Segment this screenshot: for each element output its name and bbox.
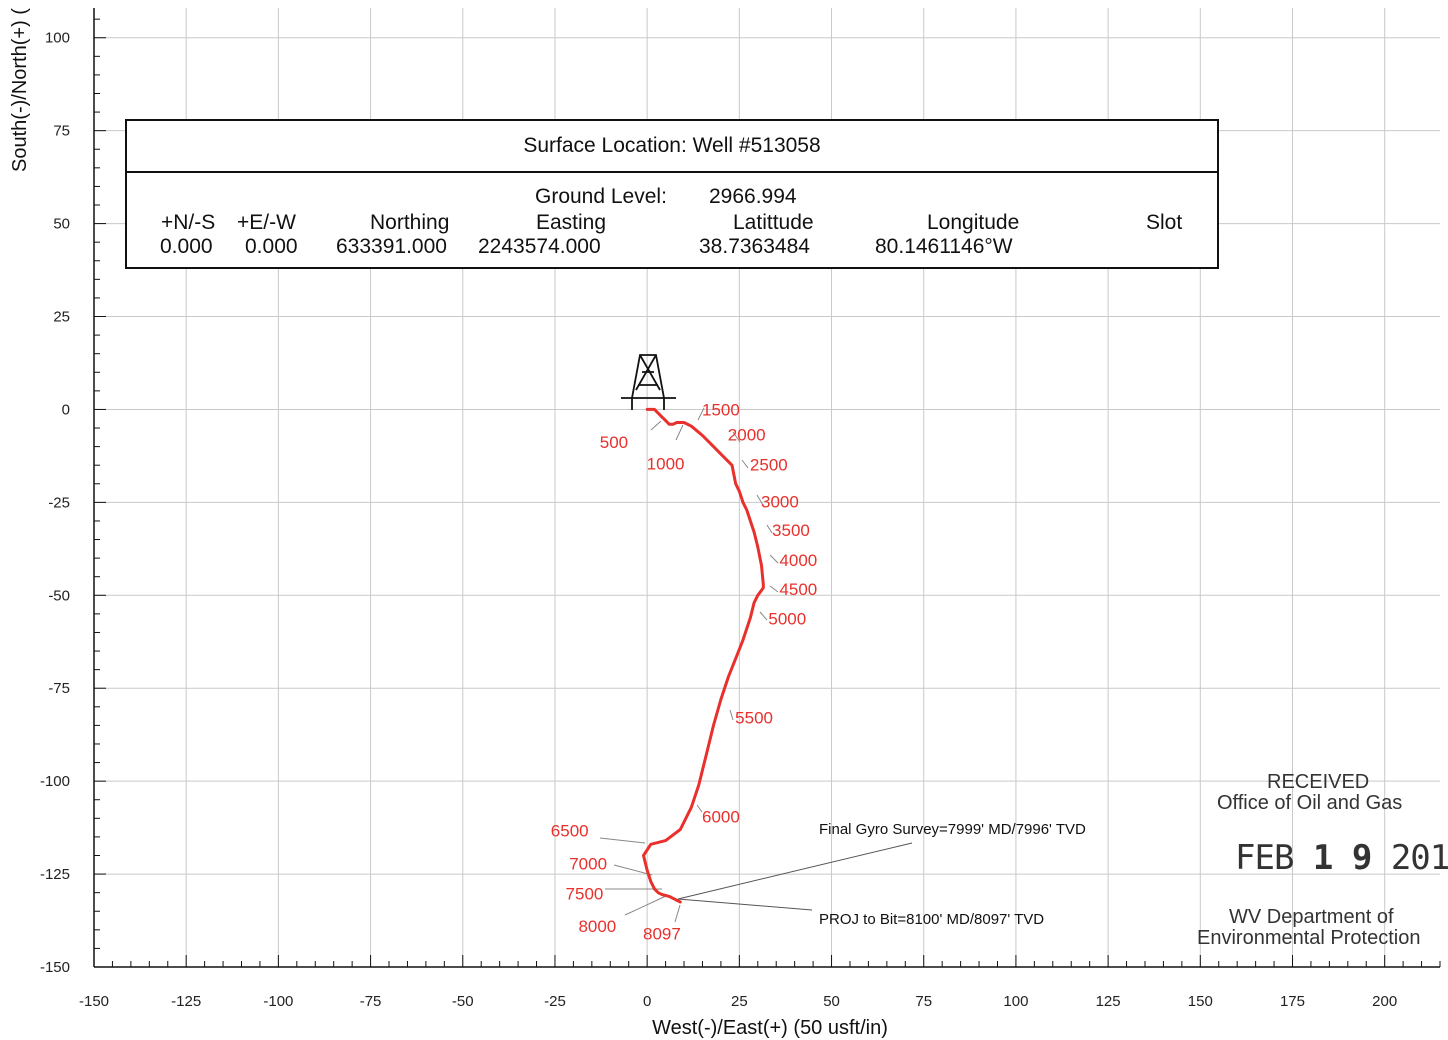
series-lines: [642, 407, 765, 904]
y-tick-label-7: -75: [48, 680, 70, 697]
stamp-date-year: 2019: [1390, 838, 1448, 878]
stamp-office: Office of Oil and Gas: [1217, 792, 1403, 814]
x-tick-label-9: 75: [915, 993, 932, 1010]
value-northing: 633391.000: [336, 235, 447, 258]
label-leader-lines: [599, 407, 779, 923]
surface-location-title: Surface Location: Well #513058: [127, 121, 1217, 173]
md-label-1500: 1500: [702, 400, 740, 419]
y-tick-label-6: -50: [48, 587, 70, 604]
header-longitude: Longitude: [927, 211, 1020, 234]
leader-line: [650, 420, 662, 431]
md-label-7000: 7000: [569, 855, 607, 874]
value-longitude: 80.1461146°W: [875, 235, 1013, 258]
header-ew: +E/-W: [237, 211, 296, 234]
leader-line: [696, 804, 703, 813]
header-northing: Northing: [370, 211, 450, 234]
value-ns: 0.000: [160, 235, 213, 258]
x-tick-label-1: -125: [171, 993, 201, 1010]
leader-line: [613, 864, 653, 876]
md-label-2000: 2000: [728, 426, 766, 445]
x-tick-label-0: -150: [79, 993, 109, 1010]
x-tick-label-7: 25: [731, 993, 748, 1010]
md-label-8000: 8000: [578, 917, 616, 936]
drilling-rig-icon: [621, 354, 676, 410]
md-label-1000: 1000: [647, 454, 685, 473]
leader-line: [741, 459, 749, 469]
y-tick-label-1: 75: [53, 123, 70, 140]
value-latitude: 38.7363484: [699, 235, 810, 258]
x-tick-label-2: -100: [263, 993, 293, 1010]
x-tick-label-4: -50: [452, 993, 474, 1010]
leader-line: [756, 494, 764, 506]
stamp-protection: Environmental Protection: [1197, 927, 1421, 949]
stamp-date: FEB 1 9 2019: [1235, 838, 1448, 878]
y-tick-label-5: -25: [48, 494, 70, 511]
md-label-3500: 3500: [772, 521, 810, 540]
md-label-6500: 6500: [551, 822, 589, 841]
leader-line: [674, 904, 681, 923]
y-tick-label-4: 0: [62, 401, 70, 418]
leader-line: [599, 837, 646, 844]
header-easting: Easting: [536, 211, 607, 234]
series-line-0: [642, 407, 765, 904]
leader-line: [624, 895, 667, 916]
y-axis-label: South(-)/North(+) (: [9, 8, 31, 172]
annotation-proj-to-bit: PROJ to Bit=8100' MD/8097' TVD: [819, 911, 1044, 928]
y-tick-label-2: 50: [53, 216, 70, 233]
leader-line: [769, 585, 779, 593]
x-tick-label-6: 0: [643, 993, 651, 1010]
y-tick-label-8: -100: [40, 773, 70, 790]
md-label-3000: 3000: [761, 492, 799, 511]
x-tick-label-3: -75: [360, 993, 382, 1010]
leader-line: [759, 611, 768, 621]
y-tick-label-3: 25: [53, 309, 70, 326]
axes: [93, 8, 1441, 968]
stamp-department: WV Department of: [1229, 906, 1394, 928]
x-tick-label-13: 175: [1280, 993, 1305, 1010]
x-axis-label: West(-)/East(+) (50 usft/in): [652, 1017, 888, 1039]
leader-line: [729, 709, 734, 721]
md-label-2500: 2500: [750, 455, 788, 474]
x-tick-label-10: 100: [1003, 993, 1028, 1010]
value-ew: 0.000: [245, 235, 298, 258]
stamp-received: RECEIVED: [1267, 771, 1370, 793]
annotation-final-gyro: Final Gyro Survey=7999' MD/7996' TVD: [819, 821, 1086, 838]
md-label-4000: 4000: [779, 551, 817, 570]
leader-line: [732, 431, 741, 443]
tick-labels: -150 -125 -100 -75 -50 -25 0 25 50 75 100 125 150 175…: [40, 30, 1397, 1010]
leader-line: [769, 554, 779, 564]
md-label-4500: 4500: [779, 580, 817, 599]
header-ns: +N/-S: [161, 211, 216, 234]
surface-location-box: Surface Location: Well #513058 Ground Le…: [125, 119, 1219, 269]
header-latitude: Latittude: [733, 211, 814, 234]
x-tick-label-12: 150: [1188, 993, 1213, 1010]
leader-line: [766, 524, 773, 534]
x-tick-label-14: 200: [1372, 993, 1397, 1010]
md-labels: 500 1000 1500 2000 2500 3000 3500 4000 4500 5000 5…: [551, 400, 817, 943]
ground-level-value: 2966.994: [709, 185, 797, 208]
md-label-5500: 5500: [735, 709, 773, 728]
md-label-7500: 7500: [566, 884, 604, 903]
y-tick-label-9: -125: [40, 866, 70, 883]
md-label-500: 500: [600, 433, 628, 452]
stamp-date-month: FEB: [1235, 838, 1294, 878]
x-tick-label-5: -25: [544, 993, 566, 1010]
md-label-5000: 5000: [768, 610, 806, 629]
leader-line: [675, 424, 684, 441]
header-slot: Slot: [1146, 211, 1183, 234]
leader-line: [697, 407, 705, 421]
y-tick-label-0: 100: [45, 30, 70, 47]
stamp-date-day: 1 9: [1312, 838, 1372, 878]
x-tick-label-11: 125: [1096, 993, 1121, 1010]
value-easting: 2243574.000: [478, 235, 601, 258]
md-label-6000: 6000: [702, 807, 740, 826]
md-label-8097: 8097: [643, 925, 681, 944]
x-tick-label-8: 50: [823, 993, 840, 1010]
annotations: Final Gyro Survey=7999' MD/7996' TVD PRO…: [677, 821, 1086, 928]
ground-level-label: Ground Level:: [535, 185, 667, 208]
y-tick-label-10: -150: [40, 959, 70, 976]
